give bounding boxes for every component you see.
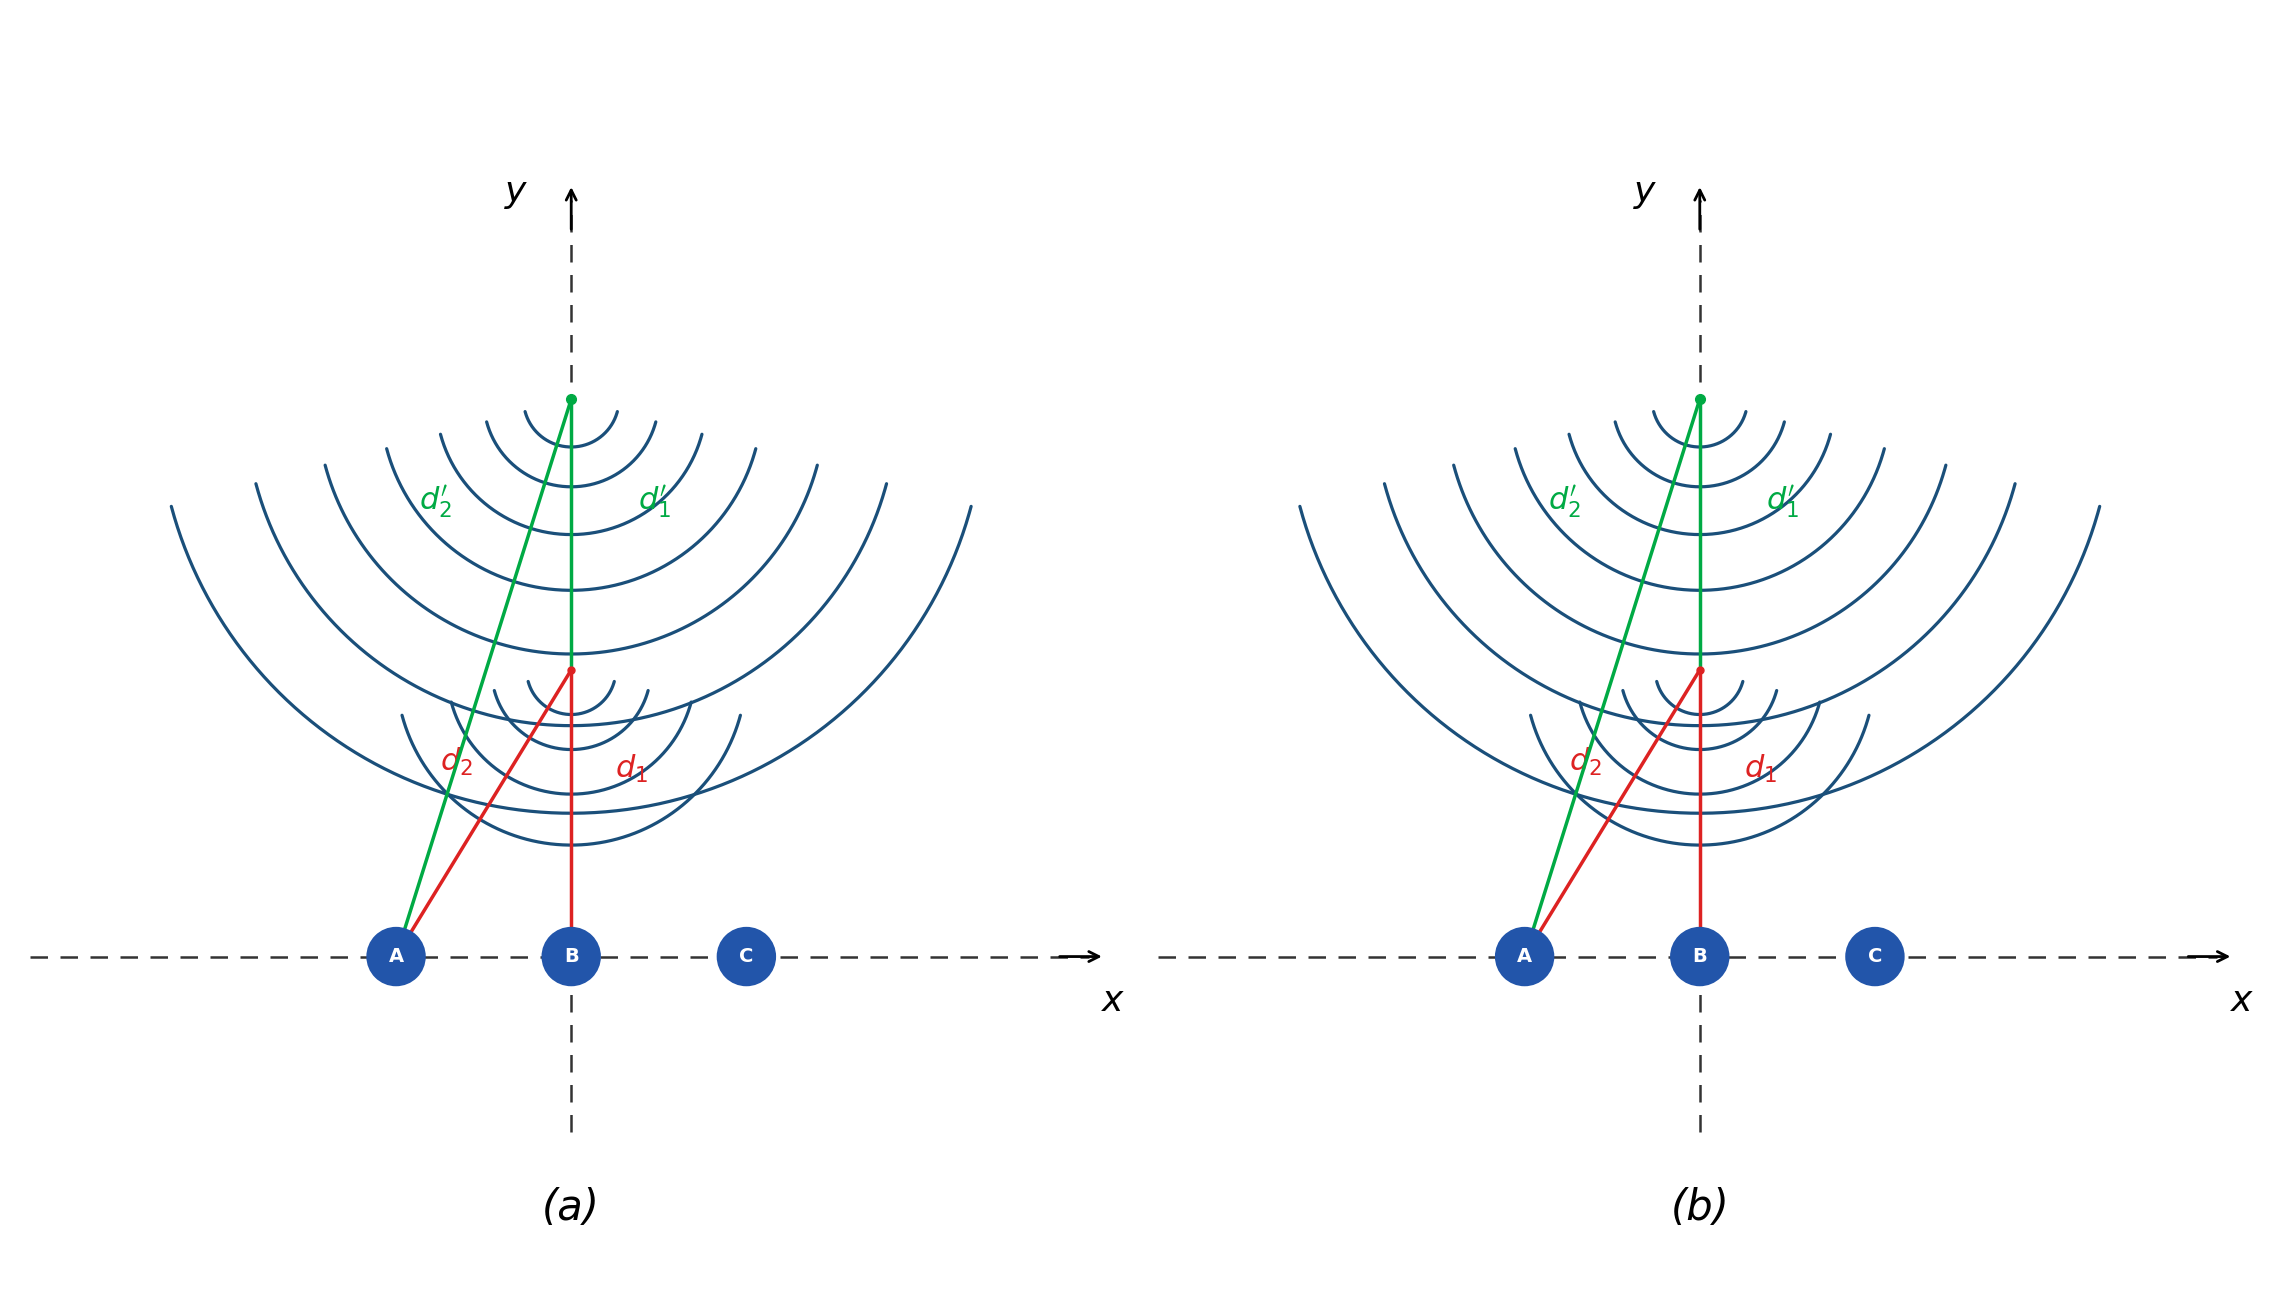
Circle shape [718, 927, 774, 985]
Text: $d_1$: $d_1$ [1744, 752, 1776, 785]
Text: A: A [388, 947, 404, 967]
Text: $d_1'$: $d_1'$ [1767, 484, 1799, 522]
Text: B: B [563, 947, 579, 967]
Text: y: y [1633, 175, 1656, 209]
Text: C: C [1867, 947, 1883, 967]
Text: (a): (a) [543, 1188, 600, 1230]
Text: $d_2'$: $d_2'$ [420, 484, 452, 522]
Text: $d_1'$: $d_1'$ [638, 484, 670, 522]
Text: x: x [2230, 984, 2253, 1018]
Text: (b): (b) [1671, 1188, 1728, 1230]
Text: x: x [1101, 984, 1124, 1018]
Text: $d_2$: $d_2$ [441, 747, 472, 778]
Text: C: C [738, 947, 754, 967]
Text: B: B [1692, 947, 1708, 967]
Circle shape [543, 927, 600, 985]
Circle shape [1497, 927, 1553, 985]
Text: $d_2$: $d_2$ [1569, 747, 1601, 778]
Circle shape [1846, 927, 1903, 985]
Text: $d_1$: $d_1$ [615, 752, 647, 785]
Circle shape [368, 927, 425, 985]
Text: y: y [504, 175, 527, 209]
Text: A: A [1517, 947, 1533, 967]
Circle shape [1671, 927, 1728, 985]
Text: $d_2'$: $d_2'$ [1549, 484, 1581, 522]
